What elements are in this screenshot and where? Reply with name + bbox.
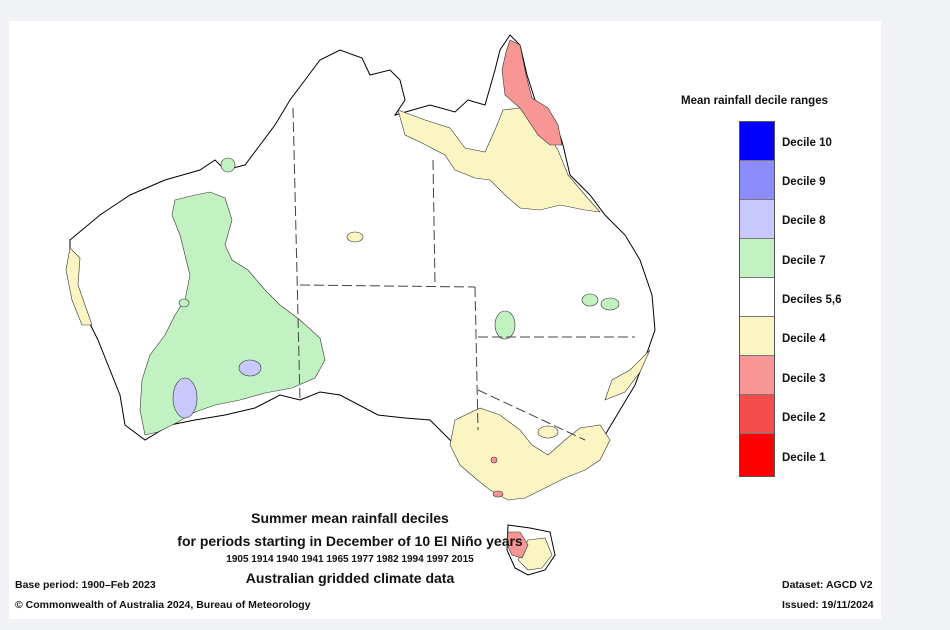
decile7-patch-sa <box>494 310 516 340</box>
legend-label-decile7: Decile 7 <box>782 255 826 267</box>
decile7-patch-nw <box>220 157 236 173</box>
legend-colorbar <box>739 121 775 477</box>
decile8-patch-wa-east <box>238 359 262 377</box>
decile3-tasmania-west <box>506 531 529 559</box>
decile3-patch-south <box>492 490 504 498</box>
decile4-patch-victoria <box>537 425 559 439</box>
decile7-patch-wa-small <box>178 298 190 308</box>
decile3-cape-york <box>501 39 563 146</box>
legend-swatch-decile2 <box>740 395 774 434</box>
decile4-north-queensland <box>397 107 601 213</box>
legend-label-decile2: Decile 2 <box>782 412 826 424</box>
legend-swatch-decile8 <box>740 200 774 239</box>
legend-swatch-decile10 <box>740 122 774 161</box>
legend-title: Mean rainfall decile ranges <box>681 95 829 107</box>
base-period-text: Base period: 1900–Feb 2023 <box>15 579 156 591</box>
decile4-west-coast <box>65 247 93 326</box>
decile4-south-east <box>449 407 611 501</box>
legend-label-decile10: Decile 10 <box>782 137 832 149</box>
copyright-text: © Commonwealth of Australia 2024, Bureau… <box>15 599 311 611</box>
caption-subtitle: for periods starting in December of 10 E… <box>177 533 523 549</box>
legend-swatch-decile1 <box>740 434 774 476</box>
legend-label-deciles56: Deciles 5,6 <box>782 294 842 306</box>
legend-label-decile8: Decile 8 <box>782 215 826 227</box>
caption-dataset-name: Australian gridded climate data <box>245 570 455 586</box>
legend-swatch-deciles56 <box>740 278 774 317</box>
legend-label-decile4: Decile 4 <box>782 333 826 345</box>
decile7-patch-qld-2 <box>600 297 620 311</box>
decile7-patch-qld-1 <box>581 293 599 307</box>
caption-years: 1905 1914 1940 1941 1965 1977 1982 1994 … <box>226 554 474 565</box>
legend-swatch-decile4 <box>740 317 774 356</box>
state-borders <box>292 107 635 441</box>
caption-title: Summer mean rainfall deciles <box>251 510 449 526</box>
legend-label-decile3: Decile 3 <box>782 373 826 385</box>
decile8-patch-wa-south <box>172 377 198 419</box>
issued-date-text: Issued: 19/11/2024 <box>782 599 874 611</box>
decile4-patch-nt <box>346 231 364 243</box>
legend-label-decile9: Decile 9 <box>782 176 826 188</box>
decile3-patch-victoria <box>490 456 498 464</box>
decile4-east-coast <box>604 349 651 401</box>
legend-swatch-decile7 <box>740 239 774 278</box>
legend-label-decile1: Decile 1 <box>782 452 826 464</box>
dataset-text: Dataset: AGCD V2 <box>782 579 873 591</box>
legend-swatch-decile3 <box>740 356 774 395</box>
legend-swatch-decile9 <box>740 161 774 200</box>
